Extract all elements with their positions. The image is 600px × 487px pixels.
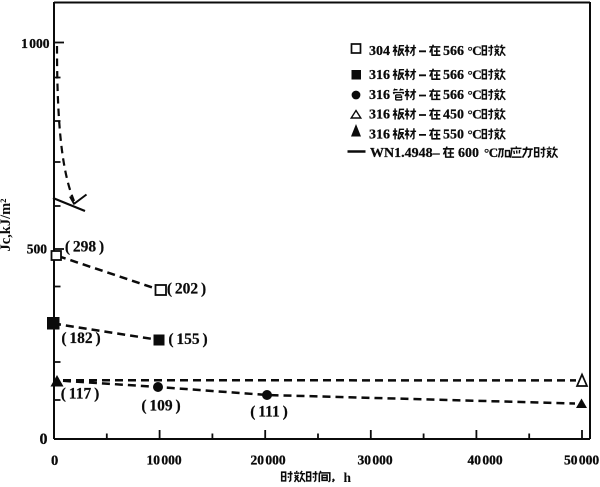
svg-text:0: 0 bbox=[51, 453, 58, 469]
svg-text:( 155 ): ( 155 ) bbox=[168, 331, 207, 348]
svg-text:WN1.4948–: WN1.4948– bbox=[370, 146, 441, 161]
svg-text:50 000: 50 000 bbox=[564, 453, 599, 468]
svg-text:566: 566 bbox=[443, 44, 464, 59]
svg-text:°C: °C bbox=[468, 107, 482, 122]
svg-text:316: 316 bbox=[369, 108, 390, 123]
svg-text:316: 316 bbox=[369, 128, 390, 143]
svg-text:450: 450 bbox=[443, 108, 464, 123]
svg-text:( 111 ): ( 111 ) bbox=[250, 404, 288, 421]
svg-text:566: 566 bbox=[443, 68, 464, 83]
svg-text:316: 316 bbox=[369, 68, 390, 83]
svg-text:°C: °C bbox=[468, 67, 482, 82]
svg-text:1 000: 1 000 bbox=[21, 36, 50, 51]
svg-text:h: h bbox=[344, 470, 352, 485]
svg-text:500: 500 bbox=[27, 242, 48, 257]
svg-text:0: 0 bbox=[40, 431, 48, 448]
svg-text:( 109 ): ( 109 ) bbox=[141, 398, 180, 415]
svg-text:30 000: 30 000 bbox=[357, 453, 392, 468]
svg-text:( 298 ): ( 298 ) bbox=[65, 239, 104, 256]
svg-text:°C: °C bbox=[484, 145, 498, 160]
svg-text:600: 600 bbox=[458, 146, 479, 161]
svg-text:°C: °C bbox=[468, 127, 482, 142]
svg-text:Jc,kJ/m²: Jc,kJ/m² bbox=[0, 198, 14, 251]
svg-text:( 202 ): ( 202 ) bbox=[167, 281, 206, 298]
svg-text:20 000: 20 000 bbox=[250, 453, 285, 468]
svg-text:°C: °C bbox=[468, 87, 482, 102]
svg-text:°C: °C bbox=[468, 43, 482, 58]
svg-text:304: 304 bbox=[369, 44, 390, 59]
svg-text:( 117 ): ( 117 ) bbox=[61, 386, 99, 403]
svg-text:( 182 ): ( 182 ) bbox=[61, 330, 100, 347]
svg-text:10 000: 10 000 bbox=[146, 453, 181, 468]
svg-text:316: 316 bbox=[369, 88, 390, 103]
svg-text:566: 566 bbox=[443, 88, 464, 103]
svg-text:40 000: 40 000 bbox=[467, 453, 502, 468]
svg-text:550: 550 bbox=[443, 128, 464, 143]
